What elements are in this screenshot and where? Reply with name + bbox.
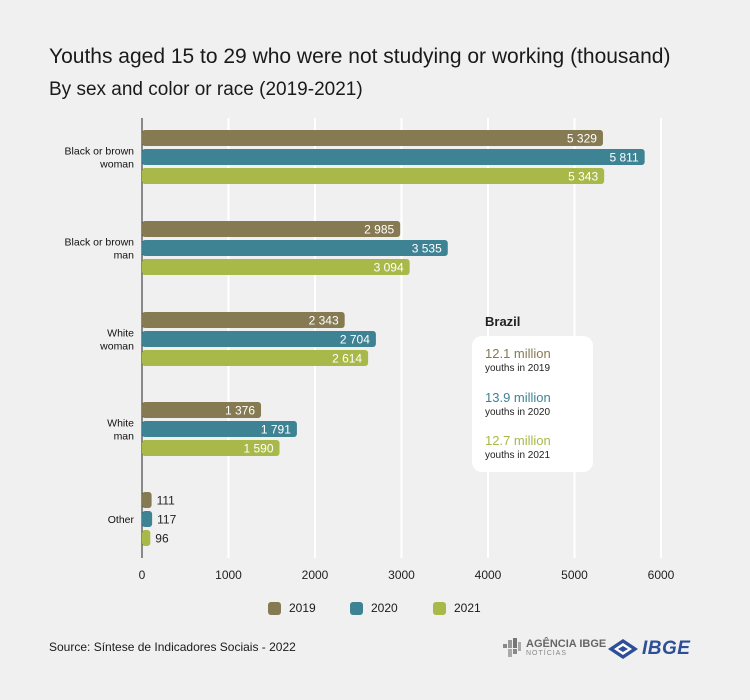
- ibge-mark-icon: [608, 639, 638, 659]
- x-tick-label: 6000: [648, 568, 675, 582]
- bar-2021: [142, 530, 151, 546]
- agencia-ibge-logo: AGÊNCIA IBGE NOTÍCIAS: [503, 638, 606, 658]
- bar-value-label: 1 376: [225, 404, 255, 418]
- bar-value-label: 2 704: [340, 333, 370, 347]
- bar-2021: [142, 440, 280, 456]
- chart-subtitle: By sex and color or race (2019-2021): [49, 79, 363, 100]
- x-tick-label: 3000: [388, 568, 415, 582]
- bar-2021: [142, 168, 605, 184]
- info-label-2019: youths in 2019: [485, 363, 551, 374]
- bar-value-label: 3 094: [374, 261, 404, 275]
- x-tick-label: 1000: [215, 568, 242, 582]
- source-note: Source: Síntese de Indicadores Sociais -…: [49, 640, 296, 654]
- legend-item-2021: 2021: [433, 601, 481, 615]
- bar-2021: [142, 350, 369, 366]
- bar-2019: [142, 130, 603, 146]
- ibge-logo-text: IBGE: [642, 638, 691, 659]
- agencia-logo-text: AGÊNCIA IBGE: [526, 638, 607, 650]
- bar-2019: [142, 492, 152, 508]
- legend-label-2021: 2021: [454, 601, 481, 615]
- bar-value-label: 3 535: [412, 242, 442, 256]
- bar-value-label: 96: [155, 532, 169, 546]
- info-value-2019: 12.1 million: [485, 346, 551, 361]
- bar-2020: [142, 149, 645, 165]
- bar-value-label: 2 985: [364, 223, 394, 237]
- info-label-2020: youths in 2020: [485, 407, 551, 418]
- category-label: White: [107, 328, 134, 340]
- info-item-2020: 13.9 million youths in 2020: [485, 390, 551, 420]
- info-item-2019: 12.1 million youths in 2019: [485, 346, 551, 376]
- legend-swatch-2021: [433, 601, 446, 615]
- legend-item-2020: 2020: [350, 601, 398, 615]
- bar-value-label: 117: [157, 513, 176, 527]
- x-tick-label: 2000: [302, 568, 329, 582]
- x-tick-label: 0: [139, 568, 146, 582]
- bar-value-label: 2 343: [309, 314, 339, 328]
- bar-value-label: 5 329: [567, 132, 597, 146]
- bar-2020: [142, 511, 153, 527]
- bar-value-label: 1 590: [244, 442, 274, 456]
- bar-2019: [142, 312, 345, 328]
- bar-value-label: 5 811: [610, 151, 639, 165]
- bar-2019: [142, 402, 262, 418]
- agencia-logo-subtext: NOTÍCIAS: [526, 650, 568, 657]
- chart-title: Youths aged 15 to 29 who were not studyi…: [49, 45, 671, 68]
- bar-2020: [142, 240, 448, 256]
- bar-2021: [142, 259, 410, 275]
- legend-item-2019: 2019: [268, 601, 316, 615]
- bar-value-label: 1 791: [261, 423, 291, 437]
- category-label: Black or brown: [65, 146, 135, 158]
- info-value-2020: 13.9 million: [485, 390, 551, 405]
- x-tick-label: 4000: [475, 568, 502, 582]
- bar-2020: [142, 421, 297, 437]
- info-label-2021: youths in 2021: [485, 450, 551, 461]
- bar-2019: [142, 221, 401, 237]
- category-label: man: [114, 250, 135, 262]
- info-value-2021: 12.7 million: [485, 433, 551, 448]
- legend-label-2019: 2019: [289, 601, 316, 615]
- category-label: woman: [99, 159, 134, 171]
- category-label: man: [114, 431, 135, 443]
- bar-value-label: 5 343: [568, 170, 598, 184]
- agencia-mark-icon: [503, 638, 521, 657]
- chart-legend: 2019 2020 2021: [0, 601, 750, 619]
- info-box: [472, 336, 593, 472]
- ibge-logo: IBGE: [608, 638, 690, 660]
- category-label: Black or brown: [65, 237, 135, 249]
- bar-value-label: 2 614: [332, 352, 362, 366]
- legend-swatch-2020: [350, 601, 363, 615]
- legend-swatch-2019: [268, 601, 281, 615]
- category-label: woman: [99, 341, 134, 353]
- legend-label-2020: 2020: [371, 601, 398, 615]
- info-heading: Brazil: [485, 314, 521, 329]
- bar-value-label: 111: [157, 494, 176, 508]
- category-label: Other: [108, 514, 135, 526]
- category-label: White: [107, 418, 134, 430]
- info-item-2021: 12.7 million youths in 2021: [485, 433, 551, 463]
- bar-2020: [142, 331, 376, 347]
- x-tick-label: 5000: [561, 568, 588, 582]
